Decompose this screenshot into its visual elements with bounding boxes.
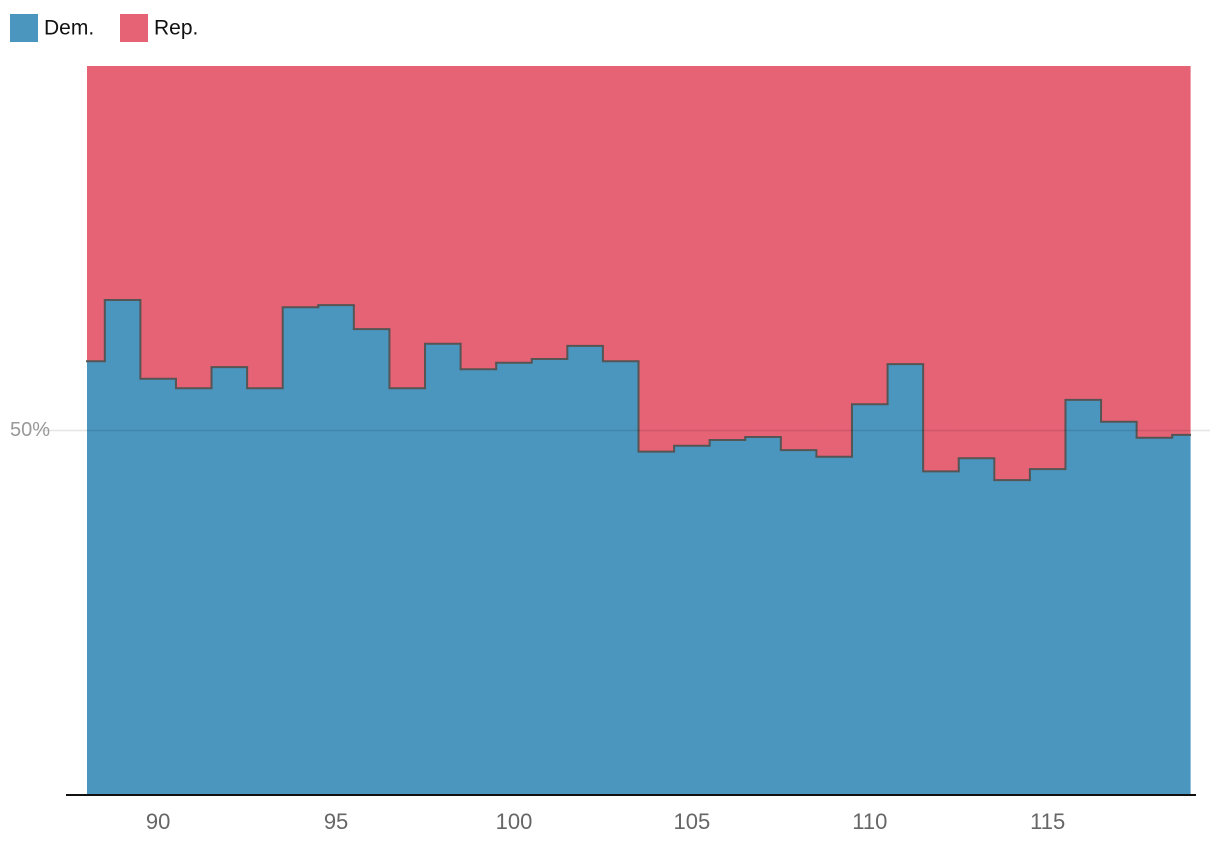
area-segment <box>567 66 604 346</box>
area-segment <box>994 66 1031 481</box>
area-segment <box>389 388 426 795</box>
area-segment <box>425 66 462 344</box>
area-segment <box>1101 66 1138 422</box>
legend-swatch <box>10 14 38 42</box>
area-segment <box>958 66 995 459</box>
area-segment <box>1172 66 1191 435</box>
area-segment <box>602 66 640 362</box>
area-segment <box>247 66 284 389</box>
area-segment <box>674 66 711 446</box>
x-tick-label: 110 <box>852 809 887 834</box>
area-segment <box>709 439 746 795</box>
area-segment <box>638 66 675 452</box>
area-segment <box>104 66 141 301</box>
area-segment <box>745 437 782 795</box>
legend-label: Rep. <box>154 17 198 40</box>
area-segment <box>1029 469 1067 795</box>
area-segment <box>87 361 106 795</box>
area-segment <box>923 66 960 472</box>
area-segment <box>531 66 568 360</box>
area-segment <box>674 445 711 795</box>
area-segment <box>958 458 995 795</box>
area-segment <box>282 307 319 795</box>
area-segment <box>425 343 462 795</box>
x-tick-label: 105 <box>674 809 711 834</box>
area-segment <box>887 66 924 365</box>
area-segment <box>1172 434 1191 795</box>
area-segment <box>780 450 818 795</box>
area-segment <box>816 66 853 457</box>
area-segment <box>923 471 960 795</box>
area-segment <box>1029 66 1067 470</box>
area-segment <box>531 359 568 795</box>
area-segment <box>816 456 853 795</box>
area-segment <box>140 66 177 379</box>
area-segment <box>318 305 355 795</box>
area-segment <box>282 66 319 308</box>
area-segment <box>1136 66 1173 438</box>
area-segment <box>175 66 213 389</box>
area-segment <box>353 329 391 795</box>
area-segment <box>602 361 640 795</box>
area-segment <box>851 66 889 405</box>
area-segment <box>1101 421 1138 795</box>
area-segment <box>104 300 141 795</box>
area-segment <box>211 367 248 795</box>
x-tick-label: 100 <box>496 809 533 834</box>
area-segment <box>851 404 889 795</box>
area-segment <box>460 369 497 795</box>
area-segment <box>318 66 355 306</box>
area-segment <box>638 451 675 795</box>
legend-swatch <box>120 14 148 42</box>
area-segment <box>389 66 426 389</box>
area-segment <box>1136 437 1173 795</box>
area-segment <box>887 364 924 795</box>
y-tick-label: 50% <box>10 419 50 441</box>
area-segment <box>247 388 284 795</box>
area-segment <box>211 66 248 368</box>
x-tick-label: 115 <box>1030 809 1065 834</box>
area-segment <box>994 480 1031 795</box>
area-segment <box>496 362 533 795</box>
area-segment <box>460 66 497 370</box>
area-segment <box>1065 66 1102 400</box>
x-tick-label: 95 <box>324 809 348 834</box>
area-segment <box>175 388 213 795</box>
area-segment <box>1065 399 1102 795</box>
legend-label: Dem. <box>44 17 94 40</box>
area-segment <box>496 66 533 363</box>
area-segment <box>780 66 818 451</box>
area-segment <box>140 378 177 795</box>
area-segment <box>745 66 782 438</box>
area-segment <box>567 345 604 795</box>
area-segment <box>87 66 106 362</box>
area-segment <box>709 66 746 440</box>
area-segment <box>353 66 391 330</box>
x-tick-label: 90 <box>146 809 170 834</box>
